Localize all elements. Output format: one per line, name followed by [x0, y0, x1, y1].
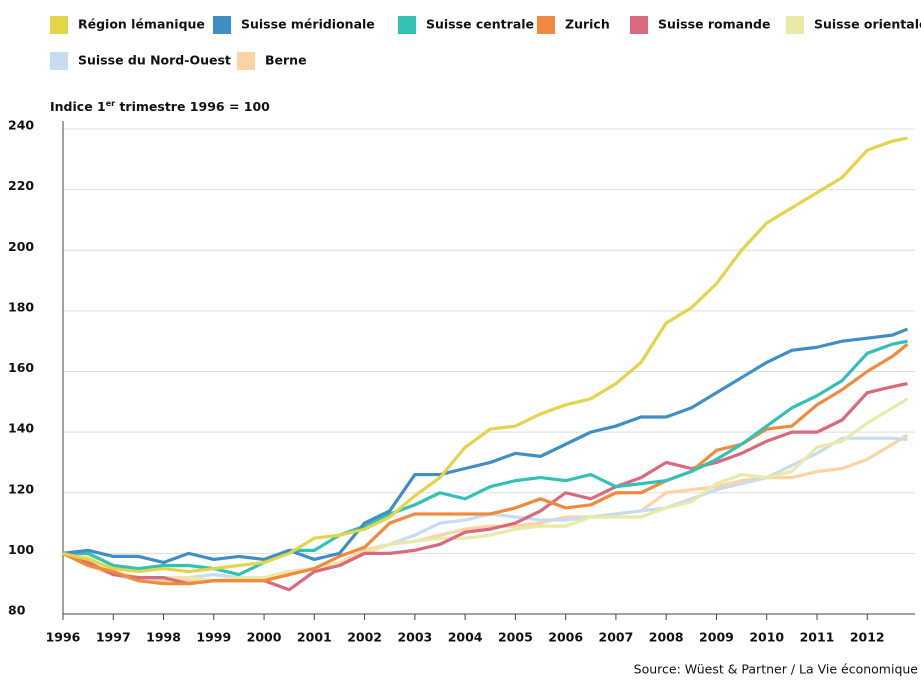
- legend-swatch: [398, 16, 416, 34]
- legend-swatch: [213, 16, 231, 34]
- x-tick-label: 2007: [599, 630, 634, 645]
- legend-swatch: [50, 16, 68, 34]
- y-axis-label: Indice 1er trimestre 1996 = 100: [50, 99, 270, 114]
- legend-label: Suisse centrale: [426, 17, 534, 32]
- legend-swatch: [786, 16, 804, 34]
- x-tick-label: 2003: [397, 630, 432, 645]
- source: Source: Wüest & Partner / La Vie économi…: [634, 662, 919, 677]
- x-tick-label: 2001: [297, 630, 332, 645]
- y-label-text: Indice 1: [50, 99, 106, 114]
- x-tick-label: 1999: [196, 630, 231, 645]
- y-tick-label: 100: [8, 542, 34, 557]
- legend-swatch: [537, 16, 555, 34]
- x-tick-label: 2004: [448, 630, 483, 645]
- x-tick-label: 1996: [46, 630, 81, 645]
- legend-label: Berne: [265, 53, 307, 68]
- x-tick-label: 1997: [96, 630, 131, 645]
- legend-label: Région lémanique: [78, 17, 205, 32]
- legend-label: Suisse orientale: [814, 17, 921, 32]
- series-line: [62, 433, 909, 583]
- legend-swatch: [50, 52, 68, 70]
- y-tick-label: 200: [8, 239, 34, 254]
- x-tick-label: 2005: [498, 630, 533, 645]
- x-tick-label: 2010: [749, 630, 784, 645]
- series-line: [63, 339, 908, 577]
- y-tick-label: 240: [8, 118, 34, 133]
- series-line: [62, 327, 909, 565]
- x-tick-label: 2009: [699, 630, 734, 645]
- y-tick-label: 80: [8, 603, 26, 618]
- x-tick-label: 2008: [649, 630, 684, 645]
- x-tick-label: 1998: [146, 630, 181, 645]
- series-line: [62, 436, 908, 583]
- x-tick-label: 2006: [548, 630, 583, 645]
- legend-swatch: [630, 16, 648, 34]
- y-tick-label: 220: [8, 178, 34, 193]
- y-tick-label: 120: [8, 481, 34, 496]
- x-tick-label: 2000: [247, 630, 282, 645]
- x-tick-label: 2011: [800, 630, 835, 645]
- x-tick-label: 2012: [850, 630, 885, 645]
- x-tick-label: 2002: [347, 630, 382, 645]
- y-tick-label: 160: [8, 360, 34, 375]
- legend-swatch: [237, 52, 255, 70]
- series-line: [62, 136, 908, 574]
- y-tick-label: 180: [8, 299, 34, 314]
- y-label-rest: trimestre 1996 = 100: [115, 99, 270, 114]
- series-line: [62, 397, 909, 583]
- y-tick-label: 140: [8, 421, 34, 436]
- series-line: [62, 342, 909, 586]
- y-label-superscript: er: [106, 99, 115, 108]
- legend-label: Suisse du Nord-Ouest: [78, 53, 231, 68]
- legend-label: Suisse méridionale: [241, 17, 375, 32]
- legend-label: Zurich: [565, 17, 610, 32]
- legend-label: Suisse romande: [658, 17, 770, 32]
